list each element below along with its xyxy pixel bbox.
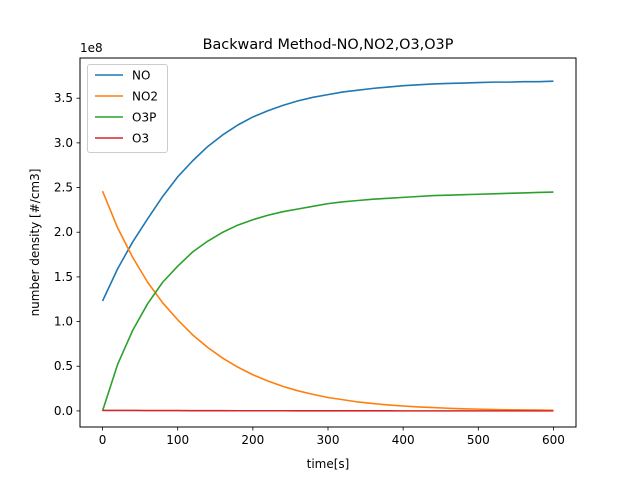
series-line-o3p — [101, 191, 554, 412]
x-axis-label: time[s] — [307, 457, 350, 471]
plot-area — [101, 80, 554, 412]
y-tick-label: 2.0 — [54, 225, 73, 239]
x-tick-label: 600 — [542, 433, 565, 447]
legend-label-no2: NO2 — [132, 90, 158, 104]
y-tick-label: 1.0 — [54, 315, 73, 329]
series-line-no — [101, 80, 554, 302]
legend-label-o3p: O3P — [132, 111, 156, 125]
y-axis: 0.0 0.5 1.0 1.5 2.0 2.5 3.0 3.5 — [54, 91, 80, 418]
y-offset-label: 1e8 — [80, 41, 103, 55]
series-line-no2 — [101, 190, 554, 412]
x-axis: 0 100 200 300 400 500 600 — [99, 427, 565, 447]
legend-box — [87, 64, 168, 153]
legend-label-o3: O3 — [132, 132, 149, 146]
axes-frame — [79, 57, 577, 428]
x-tick-label: 300 — [317, 433, 340, 447]
x-tick-label: 100 — [166, 433, 189, 447]
chart-title: Backward Method-NO,NO2,O3,O3P — [203, 37, 454, 53]
y-tick-label: 1.5 — [54, 270, 73, 284]
x-tick-label: 500 — [467, 433, 490, 447]
x-tick-label: 200 — [241, 433, 264, 447]
legend: NO NO2 O3P O3 — [87, 64, 168, 153]
x-tick-label: 0 — [99, 433, 107, 447]
legend-label-no: NO — [132, 69, 150, 83]
y-tick-label: 3.0 — [54, 136, 73, 150]
y-tick-label: 0.5 — [54, 359, 73, 373]
y-axis-label: number density [#/cm3] — [28, 169, 42, 317]
y-tick-label: 3.5 — [54, 91, 73, 105]
y-tick-label: 2.5 — [54, 181, 73, 195]
y-tick-label: 0.0 — [54, 404, 73, 418]
x-tick-label: 400 — [392, 433, 415, 447]
